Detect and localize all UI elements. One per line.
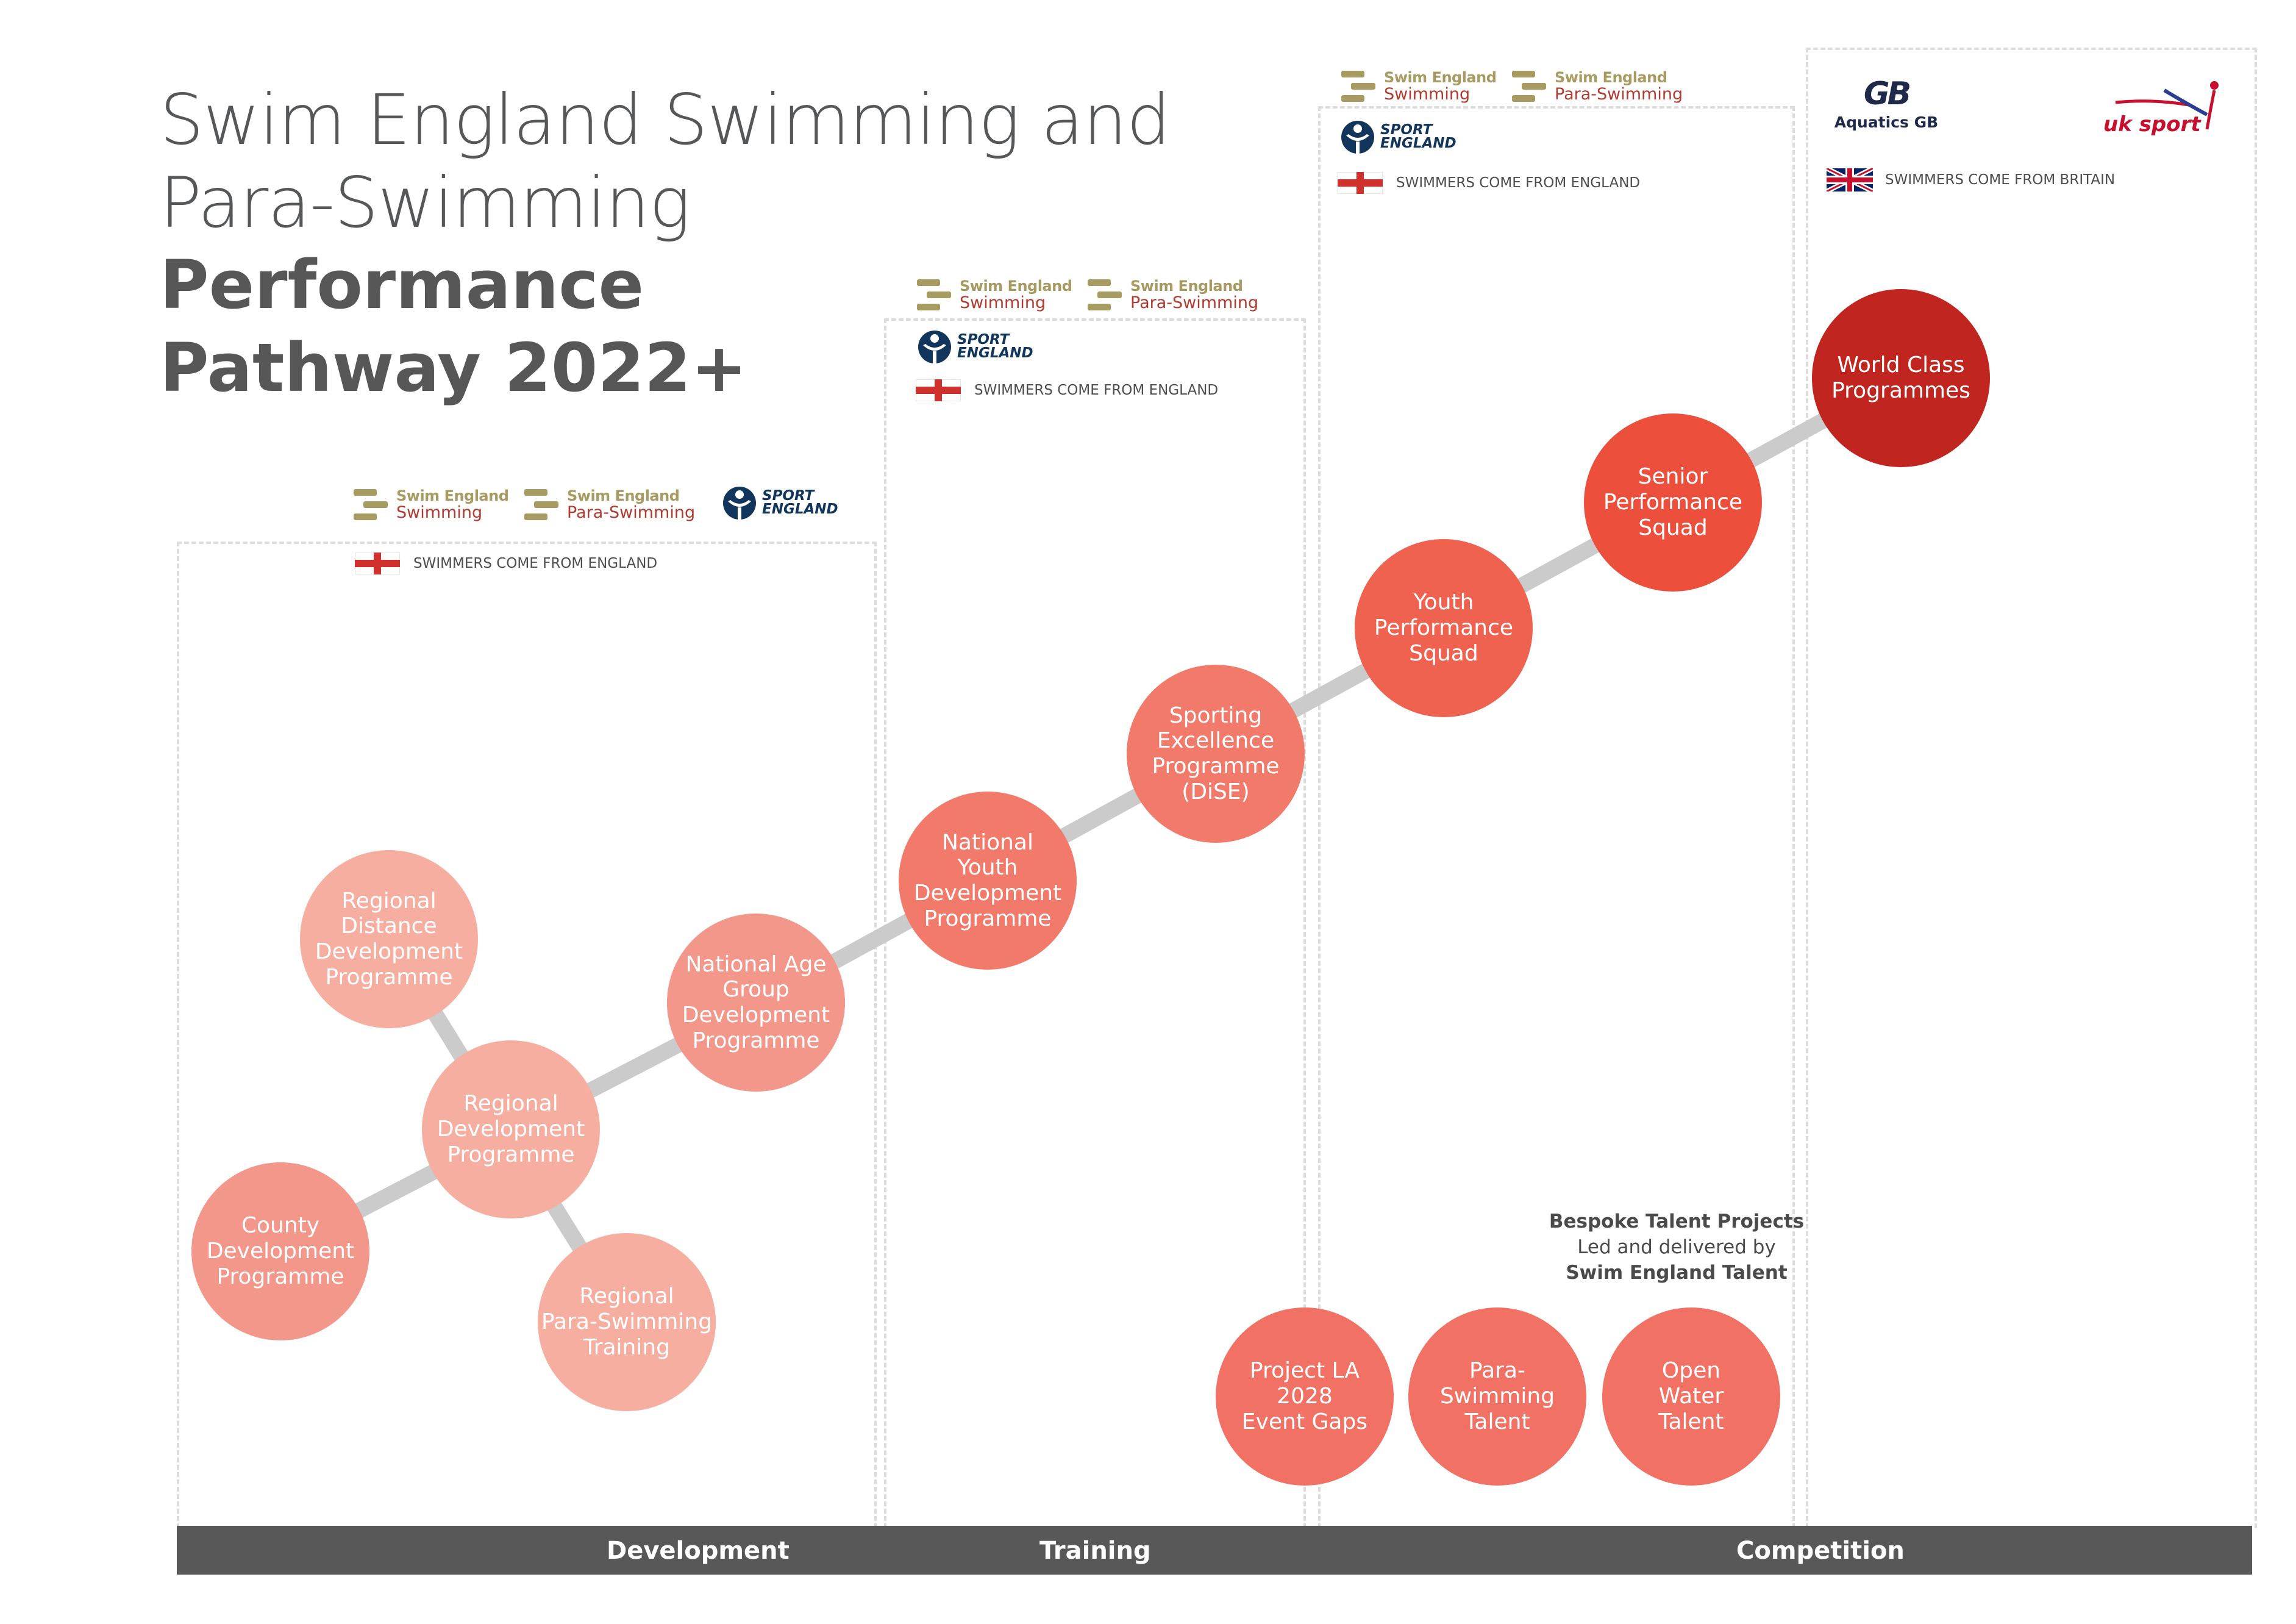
development-frame [177, 542, 877, 1528]
swim-england-para-logo: Swim England Para-Swimming [1086, 276, 1258, 313]
sport-england-logo: SPORT ENGLAND [722, 485, 838, 521]
bespoke-title: Bespoke Talent Projects [1549, 1211, 1805, 1232]
county-bubble: County Development Programme [191, 1162, 369, 1340]
origin-label: SWIMMERS COME FROM ENGLAND [974, 382, 1219, 398]
title-line-4: Pathway 2022+ [160, 329, 747, 407]
swim-england-swimming-logo: Swim England Swimming [352, 485, 509, 523]
national-age-group-bubble: National Age Group Development Programme [667, 914, 845, 1092]
england-flag-icon [916, 379, 961, 401]
logo-brand-text: Swim England [1555, 68, 1667, 86]
training-frame [884, 318, 1306, 1528]
sport-england-line1: SPORT [957, 332, 1010, 348]
aquatics-gb-logo: GB Aquatics GB [1819, 78, 1953, 131]
swim-england-logo-icon [354, 489, 388, 520]
sport-england-line2: ENGLAND [762, 501, 838, 517]
swim-england-para-logo: Swim England Para-Swimming [523, 485, 695, 523]
logo-para-text: Para-Swimming [567, 503, 696, 522]
bespoke-owner: Swim England Talent [1566, 1262, 1788, 1284]
swim-england-swimming-logo: Swim England Swimming [916, 276, 1072, 313]
title-line-3: Performance [160, 246, 644, 324]
bespoke-talent-label: Bespoke Talent Projects Led and delivere… [1366, 1209, 1988, 1286]
logo-brand-text: Swim England [396, 487, 509, 504]
logo-swimming-text: Swimming [396, 503, 483, 522]
development-origin-row: SWIMMERS COME FROM ENGLAND [355, 553, 657, 574]
uk-sport-figure-icon [2115, 81, 2219, 130]
logo-brand-text: Swim England [1130, 277, 1243, 295]
national-youth-bubble: National Youth Development Programme [899, 792, 1077, 970]
stage-label-training: Training [1039, 1537, 1151, 1565]
sport-england-line1: SPORT [1380, 122, 1433, 138]
youth-performance-bubble: Youth Performance Squad [1355, 539, 1533, 717]
stage-label-development: Development [607, 1537, 790, 1565]
swim-england-logo-icon [917, 279, 951, 310]
swim-england-para-logo: Swim England Para-Swimming [1511, 67, 1683, 105]
origin-label: SWIMMERS COME FROM BRITAIN [1885, 172, 2116, 188]
para-swimming-talent-bubble: Para- Swimming Talent [1408, 1307, 1586, 1486]
logo-brand-text: Swim England [1384, 68, 1497, 86]
training-origin-row: SWIMMERS COME FROM ENGLAND [916, 379, 1218, 401]
sport-england-logo: SPORT ENGLAND [1340, 120, 1456, 155]
uk-sport-logo: uk sport [2103, 78, 2225, 145]
bespoke-subtitle: Led and delivered by [1577, 1236, 1776, 1259]
logo-brand-text: Swim England [567, 487, 680, 504]
title-line-2: Para-Swimming [160, 162, 691, 243]
world-class-frame [1806, 48, 2257, 1528]
logo-para-text: Para-Swimming [1555, 84, 1683, 104]
regional-para-bubble: Regional Para-Swimming Training [538, 1233, 716, 1411]
swim-england-logo-icon [1512, 71, 1546, 102]
stage-label-competition: Competition [1736, 1537, 1905, 1565]
aquatics-gb-text: Aquatics GB [1834, 113, 1939, 131]
world-class-bubble: World Class Programmes [1812, 289, 1990, 467]
logo-swimming-text: Swimming [1384, 84, 1471, 104]
stage-bar [177, 1526, 2252, 1575]
title-line-1: Swim England Swimming and [160, 79, 1171, 160]
swim-england-logo-icon [1341, 71, 1375, 102]
swim-england-logo-icon [524, 489, 558, 520]
origin-label: SWIMMERS COME FROM ENGLAND [413, 556, 658, 571]
sport-england-icon [918, 331, 951, 363]
origin-label: SWIMMERS COME FROM ENGLAND [1396, 175, 1641, 191]
sport-england-line2: ENGLAND [957, 345, 1033, 361]
logo-swimming-text: Swimming [960, 293, 1046, 312]
sport-england-icon [1341, 121, 1374, 154]
world-class-origin-row: SWIMMERS COME FROM BRITAIN [1827, 168, 2115, 191]
project-la-bubble: Project LA 2028 Event Gaps [1216, 1307, 1394, 1486]
senior-performance-bubble: Senior Performance Squad [1584, 413, 1762, 592]
competition-frame [1318, 106, 1795, 1528]
open-water-talent-bubble: Open Water Talent [1602, 1307, 1780, 1486]
regional-distance-bubble: Regional Distance Development Programme [300, 850, 478, 1028]
logo-brand-text: Swim England [960, 277, 1072, 295]
sport-england-logo: SPORT ENGLAND [917, 329, 1033, 365]
england-flag-icon [355, 553, 400, 574]
swim-england-swimming-logo: Swim England Swimming [1340, 67, 1497, 105]
sporting-excellence-bubble: Sporting Excellence Programme (DiSE) [1127, 665, 1305, 843]
sport-england-line2: ENGLAND [1380, 135, 1456, 151]
aquatics-gb-mark: GB [1863, 76, 1911, 112]
swim-england-logo-icon [1088, 279, 1122, 310]
sport-england-line1: SPORT [762, 488, 815, 504]
england-flag-icon [1338, 172, 1383, 194]
sport-england-icon [723, 487, 756, 520]
union-jack-icon [1827, 168, 1873, 191]
competition-origin-row: SWIMMERS COME FROM ENGLAND [1338, 172, 1640, 194]
regional-development-bubble: Regional Development Programme [422, 1040, 600, 1218]
uk-sport-text: uk sport [2103, 112, 2201, 137]
logo-para-text: Para-Swimming [1130, 293, 1259, 312]
